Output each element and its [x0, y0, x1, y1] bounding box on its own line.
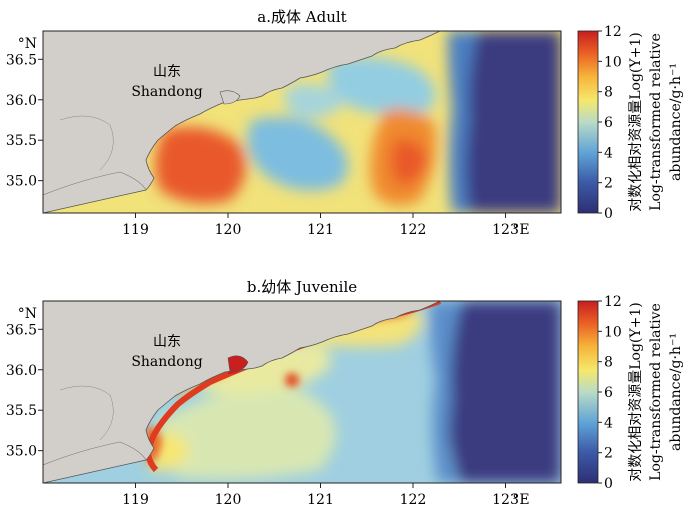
colorbar-tick-label: 12 [604, 294, 622, 310]
colorbar-tick-label: 4 [604, 415, 613, 431]
axes: 119 120 121 122 123°E 35.0 35.5 36.0 36.5°N [6, 306, 530, 508]
panel-title: a.成体 Adult [257, 8, 346, 26]
colorbar: 0 2 4 6 8 10 12 对数化相对资源量Log(Y+1) Log-transformed… [577, 294, 684, 492]
colorbar-scale [577, 300, 599, 484]
heatmap-area [43, 301, 561, 483]
x-tick-label: 121 [307, 222, 334, 238]
colorbar-scale [577, 30, 599, 214]
y-tick-label: 36.5 [6, 322, 37, 338]
y-tick-label: 36.5 [6, 52, 37, 68]
y-unit-label: °N [18, 306, 37, 322]
y-unit-label: °N [18, 36, 37, 52]
x-tick-label: 121 [307, 492, 334, 508]
land-mass [43, 31, 441, 213]
axes: 119 120 121 122 123°E 35.0 35.5 36.0 36.5°N [6, 36, 530, 238]
x-tick-label: 122 [400, 492, 427, 508]
x-tick-label: 119 [122, 222, 149, 238]
x-tick-label: 119 [122, 492, 149, 508]
x-tick-label: 123 [492, 492, 519, 508]
x-tick-label: 123 [492, 222, 519, 238]
x-tick-label: 120 [215, 492, 242, 508]
y-tick-label: 36.0 [6, 93, 37, 109]
colorbar-label-unit: abundance/g·h⁻¹ [668, 333, 684, 451]
colorbar-label-cn: 对数化相对资源量Log(Y+1) [628, 302, 644, 482]
colorbar-tick-label: 2 [604, 446, 613, 462]
x-tick-label: 120 [215, 222, 242, 238]
panel-juvenile: b.幼体 Juvenile [6, 278, 684, 508]
region-label-cn: 山东 [153, 334, 181, 350]
x-tick-label: 122 [400, 222, 427, 238]
plot-frame [42, 300, 562, 484]
y-tick-label: 36.0 [6, 363, 37, 379]
colorbar-tick-label: 6 [604, 385, 613, 401]
y-tick-label: 35.5 [6, 403, 37, 419]
y-tick-label: 35.0 [6, 174, 37, 190]
colorbar: 0 2 4 6 8 10 12 对数化相对资源量Log(Y+1) Log-transformed… [577, 24, 684, 222]
colorbar-label-en: Log-transformed relative [648, 33, 664, 211]
region-label-en: Shandong [131, 354, 202, 370]
y-tick-label: 35.5 [6, 133, 37, 149]
colorbar-tick-label: 8 [604, 355, 613, 371]
colorbar-tick-label: 0 [604, 476, 613, 492]
region-label-en: Shandong [131, 84, 202, 100]
x-unit-label: °E [512, 222, 529, 238]
colorbar-tick-label: 8 [604, 85, 613, 101]
colorbar-tick-label: 10 [604, 324, 622, 340]
y-tick-label: 35.0 [6, 444, 37, 460]
colorbar-tick-label: 12 [604, 24, 622, 40]
panel-title: b.幼体 Juvenile [247, 278, 357, 296]
colorbar-tick-label: 4 [604, 145, 613, 161]
land-mass [43, 301, 441, 483]
colorbar-label-unit: abundance/g·h⁻¹ [668, 63, 684, 181]
plot-frame [42, 30, 562, 214]
heatmap-area [43, 31, 561, 213]
panel-adult: a.成体 Adult 山东 [6, 8, 684, 238]
colorbar-label-cn: 对数化相对资源量Log(Y+1) [628, 32, 644, 212]
x-unit-label: °E [512, 492, 529, 508]
colorbar-tick-label: 6 [604, 115, 613, 131]
colorbar-label-en: Log-transformed relative [648, 303, 664, 481]
region-label-cn: 山东 [153, 64, 181, 80]
colorbar-tick-label: 0 [604, 206, 613, 222]
colorbar-tick-label: 10 [604, 54, 622, 70]
colorbar-tick-label: 2 [604, 176, 613, 192]
